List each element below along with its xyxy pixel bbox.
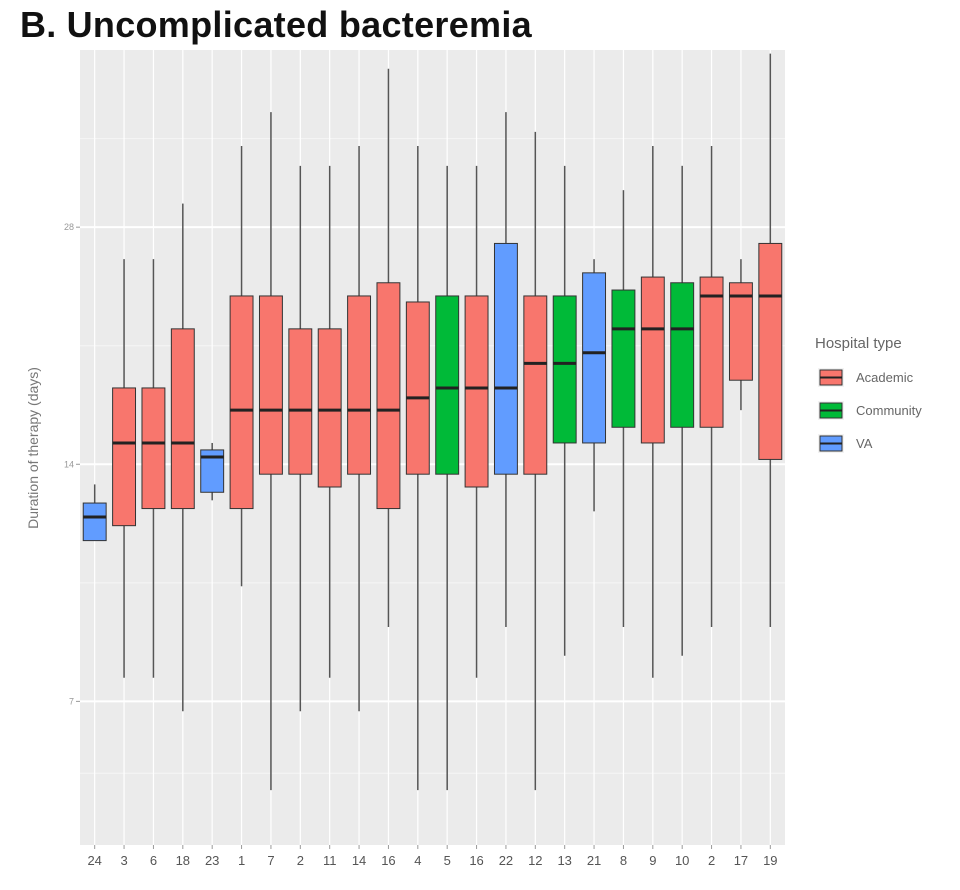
x-tick-label: 6 xyxy=(150,853,157,868)
x-tick-label: 16 xyxy=(469,853,483,868)
y-tick-label: 7 xyxy=(69,696,74,706)
box-body xyxy=(376,282,401,510)
y-tick-label: 28 xyxy=(64,222,74,232)
box-body xyxy=(288,328,313,475)
x-tick-label: 4 xyxy=(414,853,421,868)
legend-label-va: VA xyxy=(856,436,873,451)
box-body xyxy=(405,301,430,475)
x-tick-label: 12 xyxy=(528,853,542,868)
x-tick-label: 2 xyxy=(297,853,304,868)
box-body xyxy=(464,295,489,488)
y-tick-label: 14 xyxy=(64,459,74,469)
box-6 xyxy=(141,259,166,678)
box-body xyxy=(200,449,225,493)
x-tick-label: 16 xyxy=(381,853,395,868)
x-tick-label: 18 xyxy=(176,853,190,868)
box-24 xyxy=(82,484,107,542)
box-19 xyxy=(758,53,783,628)
box-body xyxy=(728,282,753,381)
box-4 xyxy=(405,145,430,791)
legend: Hospital type Academic Community VA xyxy=(815,335,922,453)
y-axis-title: Duration of therapy (days) xyxy=(25,367,41,529)
box-body xyxy=(758,242,783,460)
box-11 xyxy=(317,165,342,678)
box-2 xyxy=(288,165,313,712)
box-body xyxy=(258,295,283,475)
x-tick-label: 8 xyxy=(620,853,627,868)
box-body xyxy=(141,387,166,510)
x-tick-label: 19 xyxy=(763,853,777,868)
x-tick-label: 22 xyxy=(499,853,513,868)
box-2 xyxy=(699,145,724,628)
box-18 xyxy=(170,203,195,712)
box-body xyxy=(699,276,724,428)
x-tick-label: 10 xyxy=(675,853,689,868)
box-1 xyxy=(229,145,254,587)
box-body xyxy=(170,328,195,510)
panel-letter: B. xyxy=(20,4,57,45)
box-body xyxy=(640,276,665,444)
box-16 xyxy=(464,165,489,678)
x-tick-label: 21 xyxy=(587,853,601,868)
x-tick-label: 23 xyxy=(205,853,219,868)
x-tick-label: 3 xyxy=(120,853,127,868)
legend-label-community: Community xyxy=(856,403,922,418)
box-16 xyxy=(376,68,401,628)
box-body xyxy=(670,282,695,428)
box-body xyxy=(347,295,372,475)
box-21 xyxy=(582,259,607,512)
x-tick-label: 7 xyxy=(267,853,274,868)
x-tick-label: 2 xyxy=(708,853,715,868)
legend-title: Hospital type xyxy=(815,335,902,352)
x-tick-label: 9 xyxy=(649,853,656,868)
x-tick-label: 1 xyxy=(238,853,245,868)
box-9 xyxy=(640,145,665,678)
box-body xyxy=(611,289,636,428)
box-body xyxy=(317,328,342,488)
box-body xyxy=(229,295,254,510)
x-tick-label: 17 xyxy=(734,853,748,868)
x-axis: 24 3 6 18 23 1 7 2 11 14 16 4 5 16 22 12 13 21 8 9 10 2 17 19 xyxy=(87,845,778,868)
x-tick-label: 11 xyxy=(323,853,337,868)
legend-label-academic: Academic xyxy=(856,370,914,385)
chart-title: B. Uncomplicated bacteremia xyxy=(20,4,532,46)
box-body xyxy=(435,295,460,475)
box-body xyxy=(552,295,577,444)
box-7 xyxy=(258,112,283,791)
box-14 xyxy=(347,145,372,712)
box-12 xyxy=(523,131,548,791)
box-body xyxy=(582,272,607,444)
chart-title-text: Uncomplicated bacteremia xyxy=(66,4,532,45)
box-13 xyxy=(552,165,577,656)
box-body xyxy=(523,295,548,475)
box-body xyxy=(82,502,107,542)
box-body xyxy=(112,387,137,527)
box-22 xyxy=(493,112,518,628)
box-body xyxy=(493,242,518,475)
box-10 xyxy=(670,165,695,656)
box-17 xyxy=(728,259,753,411)
x-tick-label: 5 xyxy=(444,853,451,868)
y-axis: 7 14 28 xyxy=(64,222,80,706)
x-tick-label: 14 xyxy=(352,853,366,868)
box-3 xyxy=(112,259,137,678)
boxes-layer xyxy=(82,53,783,791)
x-tick-label: 24 xyxy=(87,853,101,868)
x-tick-label: 13 xyxy=(557,853,571,868)
box-8 xyxy=(611,190,636,628)
plot-panel xyxy=(80,50,785,845)
box-23 xyxy=(200,442,225,501)
box-5 xyxy=(435,165,460,791)
